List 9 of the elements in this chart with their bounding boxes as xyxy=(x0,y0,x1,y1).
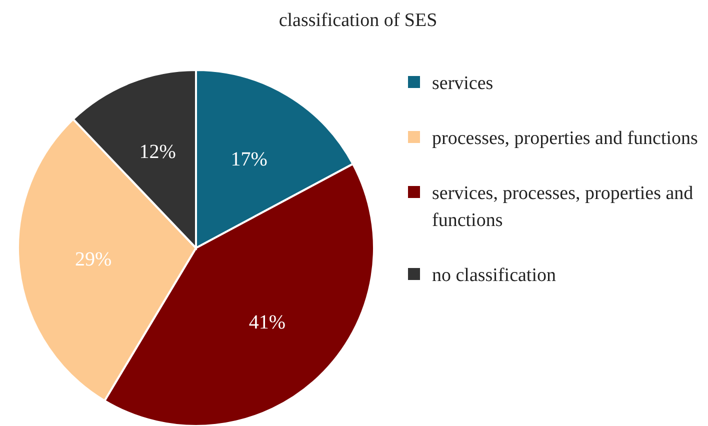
data-label: 17% xyxy=(230,148,268,170)
legend-label: no classification xyxy=(432,264,556,288)
chart-title: classification of SES xyxy=(278,9,438,32)
legend-label: services, processes, properties and functions xyxy=(432,182,694,233)
data-label: 41% xyxy=(248,312,286,334)
legend-label: processes, properties and functions xyxy=(432,127,698,151)
data-label: 29% xyxy=(75,248,112,270)
legend-label: services xyxy=(432,72,494,96)
data-label: 12% xyxy=(139,141,176,164)
